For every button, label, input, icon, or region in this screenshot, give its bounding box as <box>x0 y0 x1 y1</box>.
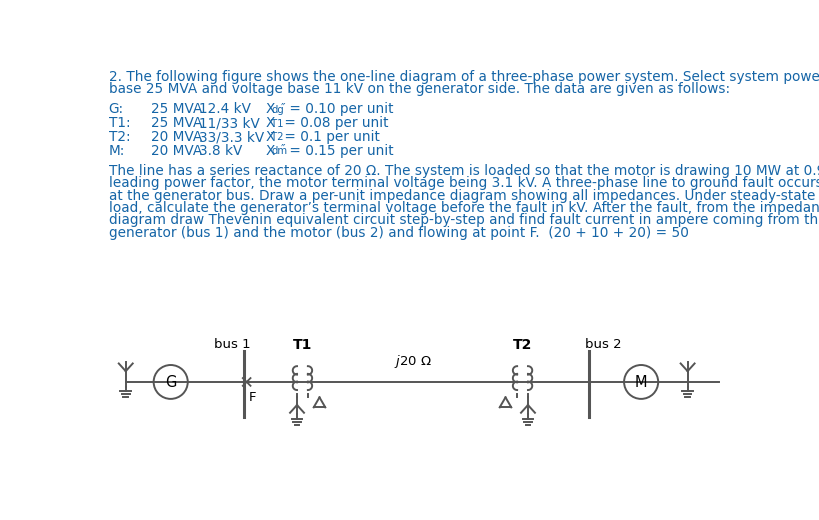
Text: T1: T1 <box>271 119 283 128</box>
Text: X: X <box>265 130 274 144</box>
Text: ″: ″ <box>280 143 285 156</box>
Text: base 25 MVA and voltage base 11 kV on the generator side. The data are given as : base 25 MVA and voltage base 11 kV on th… <box>109 82 729 96</box>
Text: = 0.08 per unit: = 0.08 per unit <box>280 116 388 131</box>
Text: generator (bus 1) and the motor (bus 2) and flowing at point F.  (20 + 10 + 20) : generator (bus 1) and the motor (bus 2) … <box>109 226 688 240</box>
Text: = 0.15 per unit: = 0.15 per unit <box>285 144 393 158</box>
Text: M: M <box>634 375 646 390</box>
Text: 12.4 kV: 12.4 kV <box>199 102 251 116</box>
Text: F: F <box>249 391 256 404</box>
Text: T1:: T1: <box>109 116 130 131</box>
Text: T2: T2 <box>271 133 283 142</box>
Text: M:: M: <box>109 144 125 158</box>
Text: X: X <box>265 144 274 158</box>
Text: 2. The following figure shows the one-line diagram of a three-phase power system: 2. The following figure shows the one-li… <box>109 70 819 84</box>
Text: 20 MVA: 20 MVA <box>151 130 201 144</box>
Text: $j$20 Ω: $j$20 Ω <box>393 353 431 370</box>
Text: G: G <box>165 375 176 390</box>
Text: 11/33 kV: 11/33 kV <box>199 116 260 131</box>
Text: dg: dg <box>271 105 284 115</box>
Text: = 0.10 per unit: = 0.10 per unit <box>285 102 393 116</box>
Text: T1: T1 <box>292 338 312 352</box>
Text: 33/3.3 kV: 33/3.3 kV <box>199 130 265 144</box>
Text: = 0.1 per unit: = 0.1 per unit <box>280 130 380 144</box>
Text: X: X <box>265 102 274 116</box>
Text: 25 MVA: 25 MVA <box>151 102 201 116</box>
Text: T2: T2 <box>512 338 532 352</box>
Text: The line has a series reactance of 20 Ω. The system is loaded so that the motor : The line has a series reactance of 20 Ω.… <box>109 164 819 178</box>
Text: 25 MVA: 25 MVA <box>151 116 201 131</box>
Text: bus 2: bus 2 <box>584 338 621 351</box>
Text: load, calculate the generator’s terminal voltage before the fault in kV. After t: load, calculate the generator’s terminal… <box>109 201 819 215</box>
Text: bus 1: bus 1 <box>214 338 250 351</box>
Text: T2:: T2: <box>109 130 130 144</box>
Text: leading power factor, the motor terminal voltage being 3.1 kV. A three-phase lin: leading power factor, the motor terminal… <box>109 176 819 190</box>
Text: dm: dm <box>271 146 287 157</box>
Text: 20 MVA: 20 MVA <box>151 144 201 158</box>
Text: G:: G: <box>109 102 124 116</box>
Text: diagram draw Thevenin equivalent circuit step-by-step and find fault current in : diagram draw Thevenin equivalent circuit… <box>109 213 819 227</box>
Text: ″: ″ <box>280 102 285 115</box>
Text: X: X <box>265 116 274 131</box>
Text: at the generator bus. Draw a per-unit impedance diagram showing all impedances. : at the generator bus. Draw a per-unit im… <box>109 189 814 203</box>
Text: 3.8 kV: 3.8 kV <box>199 144 242 158</box>
